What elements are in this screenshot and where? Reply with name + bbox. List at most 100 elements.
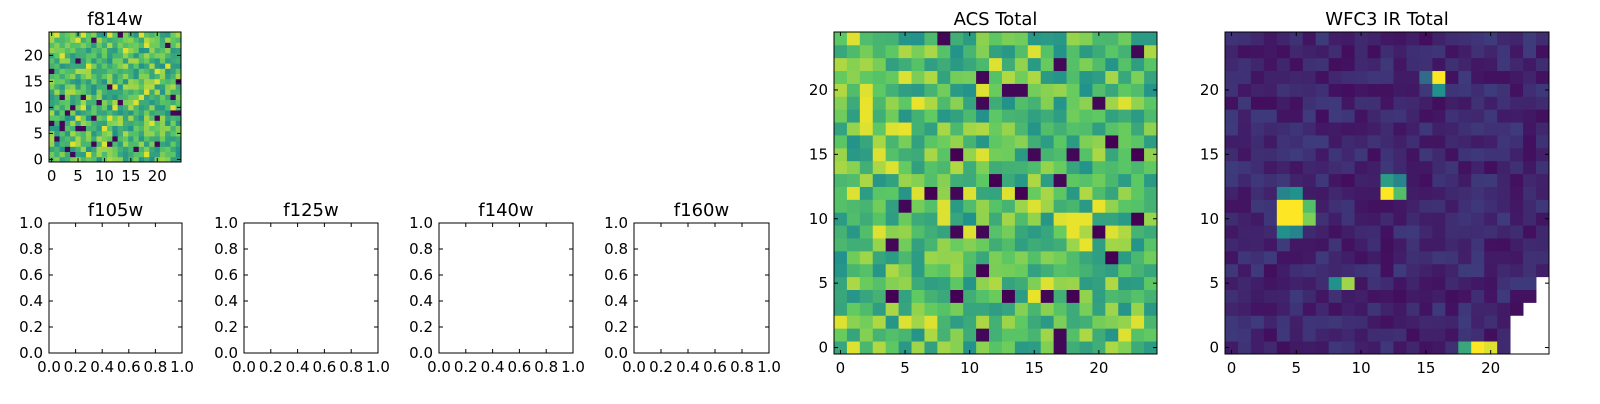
heatmap-cell	[1144, 173, 1158, 187]
y-tick-label: 0.2	[409, 318, 433, 336]
heatmap-cell	[107, 156, 113, 163]
heatmap-cell	[1419, 289, 1433, 303]
heatmap-cell	[112, 47, 119, 54]
heatmap-cell	[149, 151, 155, 158]
heatmap-cell	[1066, 225, 1080, 239]
heatmap-cell	[1040, 32, 1055, 46]
heatmap-cell	[1419, 225, 1433, 239]
heatmap-cell	[96, 120, 103, 126]
heatmap-cell	[1237, 160, 1252, 175]
heatmap-cell	[159, 73, 166, 80]
heatmap-cell	[1432, 135, 1446, 149]
heatmap-cell	[117, 58, 124, 64]
heatmap-cell	[1432, 263, 1446, 278]
heatmap-cell	[1419, 160, 1433, 175]
heatmap-cell	[149, 136, 155, 142]
heatmap-cell	[1289, 109, 1304, 123]
heatmap-cell	[70, 156, 76, 163]
heatmap-cell	[96, 47, 103, 54]
heatmap-cell	[989, 302, 1003, 316]
heatmap-cell	[1367, 225, 1381, 239]
heatmap-cell	[1484, 238, 1498, 252]
heatmap-cell	[1445, 263, 1459, 278]
heatmap-cell	[80, 68, 87, 74]
heatmap-cell	[1276, 276, 1291, 290]
heatmap-cell	[1419, 70, 1433, 84]
heatmap-cell	[1302, 199, 1317, 213]
heatmap-cell	[117, 141, 124, 147]
heatmap-cell	[1079, 57, 1093, 72]
heatmap-cell	[1053, 109, 1067, 123]
heatmap-cell	[1066, 57, 1080, 72]
heatmap-cell	[149, 94, 155, 100]
x-tick-label: 0.2	[64, 358, 88, 376]
heatmap-cell	[159, 84, 166, 90]
heatmap-cell	[75, 104, 82, 111]
heatmap-cell	[1289, 276, 1304, 290]
heatmap-cell	[170, 78, 177, 85]
heatmap-cell	[1497, 328, 1511, 342]
heatmap-cell	[1471, 160, 1485, 175]
heatmap-cell	[54, 84, 60, 90]
heatmap-cell	[1432, 212, 1446, 226]
heatmap-cell	[872, 302, 887, 316]
heatmap-cell	[1237, 341, 1252, 355]
heatmap-cell	[1079, 302, 1093, 316]
heatmap-cell	[976, 135, 990, 149]
heatmap-cell	[165, 58, 171, 64]
panel-title: WFC3 IR Total	[1325, 9, 1448, 30]
axes-frame	[438, 222, 574, 354]
heatmap-cell	[54, 78, 60, 85]
heatmap-cell	[165, 110, 171, 116]
heatmap-cell	[1523, 83, 1537, 97]
heatmap-cell	[834, 32, 848, 46]
heatmap-cell	[1144, 276, 1158, 290]
heatmap-cell	[1302, 186, 1317, 200]
heatmap-cell	[1510, 186, 1524, 200]
heatmap-cell	[937, 109, 951, 123]
heatmap-cell	[1367, 160, 1381, 175]
heatmap-cell	[1523, 250, 1537, 265]
heatmap-cell	[859, 147, 874, 162]
heatmap-cell	[1380, 289, 1394, 303]
heatmap-cell	[1250, 44, 1265, 59]
heatmap-cell	[1484, 199, 1498, 213]
heatmap-cell	[138, 68, 145, 74]
heatmap-cell	[885, 341, 899, 355]
heatmap-cell	[872, 341, 887, 355]
heatmap-cell	[1066, 250, 1080, 265]
heatmap-cell	[138, 141, 145, 147]
heatmap-cell	[872, 160, 887, 175]
heatmap-cell	[1471, 147, 1485, 162]
heatmap-cell	[154, 47, 161, 54]
heatmap-cell	[1079, 199, 1093, 213]
heatmap-cell	[64, 136, 71, 142]
heatmap-cell	[112, 151, 119, 158]
heatmap-cell	[885, 186, 899, 200]
heatmap-cell	[976, 212, 990, 226]
heatmap-cell	[85, 130, 92, 137]
heatmap-cell	[937, 302, 951, 316]
heatmap-cell	[1341, 109, 1355, 123]
heatmap-cell	[107, 125, 113, 132]
heatmap-cell	[122, 94, 129, 100]
heatmap-cell	[1237, 173, 1252, 187]
heatmap-cell	[1406, 199, 1420, 213]
heatmap-cell	[1432, 341, 1446, 355]
x-tick-label: 0.2	[454, 358, 478, 376]
heatmap-cell	[898, 328, 912, 342]
heatmap-cell	[859, 315, 874, 329]
heatmap-cell	[963, 96, 977, 110]
heatmap-cell	[175, 120, 182, 126]
heatmap-cell	[1263, 57, 1278, 72]
heatmap-cell	[1001, 122, 1016, 136]
heatmap-cell	[1536, 263, 1550, 278]
heatmap-cell	[1289, 96, 1304, 110]
heatmap-cell	[75, 141, 82, 147]
heatmap-cell	[924, 225, 938, 239]
x-tick-label: 1.0	[170, 358, 194, 376]
heatmap-cell	[1341, 173, 1355, 187]
heatmap-cell	[1263, 160, 1278, 175]
heatmap-cell	[1289, 328, 1304, 342]
heatmap-cell	[924, 44, 938, 59]
